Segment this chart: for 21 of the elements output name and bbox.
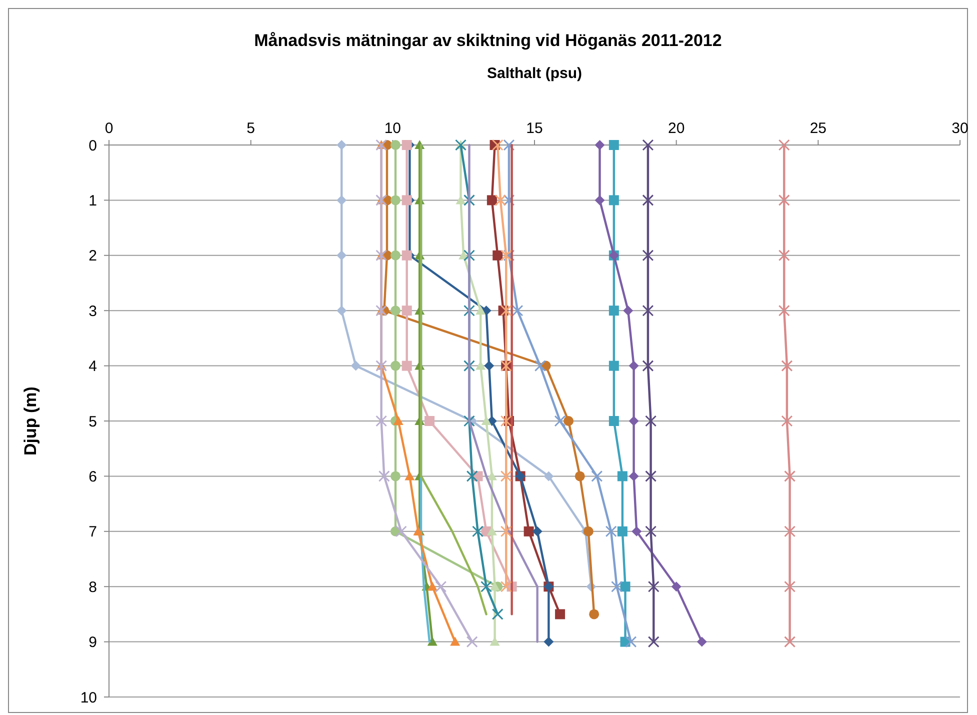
- y-tick-label: 1: [88, 192, 97, 210]
- y-tick-label: 5: [88, 413, 97, 430]
- y-axis-title: Djup (m): [21, 386, 40, 456]
- y-tick-label: 9: [88, 634, 97, 652]
- y-tick-label: 7: [88, 524, 97, 541]
- y-tick-label: 0: [88, 137, 97, 154]
- y-tick-label: 6: [88, 468, 97, 486]
- x-axis-title: Salthalt (psu): [486, 65, 582, 82]
- x-tick-label: 20: [668, 120, 685, 137]
- y-tick-label: 2: [88, 248, 97, 265]
- y-tick-label: 4: [88, 358, 97, 376]
- x-tick-label: 15: [526, 120, 543, 137]
- y-tick-label: 8: [88, 578, 97, 596]
- y-tick-label: 3: [88, 302, 97, 320]
- x-tick-label: 10: [384, 120, 402, 137]
- x-tick-label: 5: [246, 120, 256, 137]
- y-tick-label: 10: [80, 689, 97, 706]
- chart-title: Månadsvis mätningar av skiktning vid Höganäs 2011-2012: [254, 31, 722, 50]
- x-tick-label: 30: [952, 120, 968, 137]
- x-tick-label: 0: [104, 120, 114, 137]
- x-tick-label: 25: [810, 120, 827, 137]
